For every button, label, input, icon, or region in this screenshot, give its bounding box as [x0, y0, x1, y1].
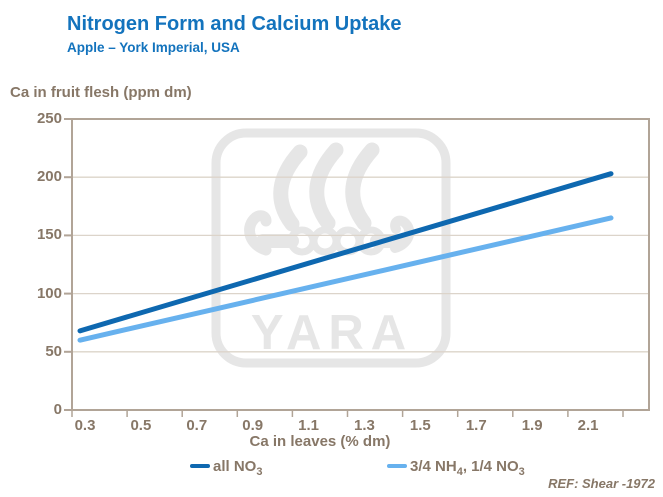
x-tick-label-0.3: 0.3: [74, 417, 96, 434]
x-tick-label-1.7: 1.7: [465, 417, 487, 434]
y-tick-label-250: 250: [36, 110, 62, 127]
gridlines: [73, 176, 648, 353]
x-tick-label-0.5: 0.5: [130, 417, 152, 434]
y-axis-title: Ca in fruit flesh (ppm dm): [10, 84, 192, 101]
yara-watermark-logo: YARA: [211, 128, 451, 368]
legend-label-nh4-no3: 3/4 NH4, 1/4 NO3: [410, 457, 525, 478]
legend-label-all-no3: all NO3: [213, 457, 263, 478]
axis-tick-marks: [64, 118, 624, 417]
legend-marker-nh4-no3: [387, 464, 407, 468]
x-tick-label-1.9: 1.9: [521, 417, 543, 434]
plot-frame: [71, 118, 650, 411]
legend-item-nh4-no3: 3/4 NH4, 1/4 NO3: [387, 456, 525, 478]
x-tick-label-2.1: 2.1: [577, 417, 599, 434]
x-axis-title: Ca in leaves (% dm): [249, 433, 391, 450]
y-tick-label-150: 150: [36, 226, 62, 244]
x-tick-label-1.5: 1.5: [409, 417, 431, 434]
data-series-lines: [77, 171, 614, 343]
x-tick-label-0.9: 0.9: [242, 417, 264, 434]
y-tick-label-100: 100: [36, 284, 62, 302]
series-line-0: [77, 171, 614, 334]
x-tick-label-0.7: 0.7: [186, 417, 208, 434]
legend-item-all-no3: all NO3: [190, 456, 263, 478]
y-tick-label-50: 50: [45, 342, 62, 360]
legend-marker-all-no3: [190, 464, 210, 468]
y-tick-label-200: 200: [36, 168, 62, 186]
y-tick-label-0: 0: [53, 401, 62, 418]
x-tick-label-1.1: 1.1: [298, 417, 319, 434]
yara-watermark-text: YARA: [251, 306, 413, 360]
x-tick-label-1.3: 1.3: [354, 417, 375, 434]
reference-text: REF: Shear -1972: [548, 476, 655, 491]
series-line-1: [77, 215, 614, 343]
chart-subtitle: Apple – York Imperial, USA: [67, 40, 240, 55]
chart-title: Nitrogen Form and Calcium Uptake: [67, 13, 402, 35]
